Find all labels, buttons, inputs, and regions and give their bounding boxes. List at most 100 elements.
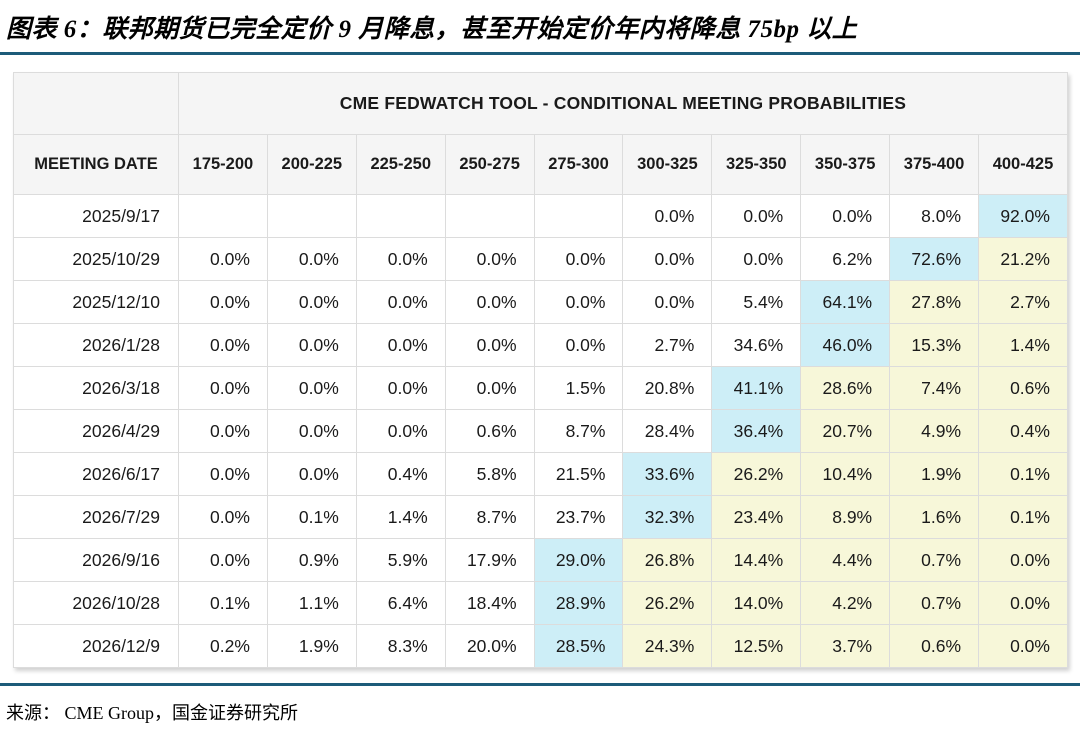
probability-cell: 4.2%: [800, 581, 891, 625]
probability-cell: 4.9%: [889, 409, 980, 453]
title-divider-rule: [0, 52, 1080, 55]
probability-cell: 0.0%: [711, 194, 802, 238]
meeting-date-cell: 2026/12/9: [13, 624, 179, 668]
probability-cell: 0.0%: [178, 237, 268, 281]
rate-range-column-header: 325-350: [711, 134, 802, 195]
probability-cell: 24.3%: [622, 624, 713, 668]
probability-cell: 8.7%: [533, 409, 624, 453]
fedwatch-table-container: CME FEDWATCH TOOL - CONDITIONAL MEETING …: [13, 72, 1068, 668]
probability-cell: 5.4%: [711, 280, 802, 324]
probability-cell: 0.0%: [711, 237, 802, 281]
probability-cell: 3.7%: [800, 624, 891, 668]
probability-cell: 26.2%: [711, 452, 802, 496]
probability-cell: 8.3%: [355, 624, 446, 668]
meeting-date-cell: 2026/1/28: [13, 323, 179, 367]
probability-cell: 64.1%: [800, 280, 891, 324]
probability-cell: 0.0%: [178, 280, 268, 324]
probability-cell: 10.4%: [800, 452, 891, 496]
probability-cell: 0.0%: [622, 194, 713, 238]
footer-divider-rule: [0, 683, 1080, 686]
probability-cell: 21.2%: [978, 237, 1068, 281]
table-head: CME FEDWATCH TOOL - CONDITIONAL MEETING …: [13, 72, 1068, 195]
table-column-header-row: MEETING DATE 175-200 200-225 225-250 250-27…: [13, 134, 1068, 195]
fedwatch-probability-table: CME FEDWATCH TOOL - CONDITIONAL MEETING …: [13, 72, 1068, 668]
rate-range-column-header: 375-400: [889, 134, 980, 195]
probability-cell: 0.0%: [266, 237, 357, 281]
probability-cell: 7.4%: [889, 366, 980, 410]
rate-range-column-header: 200-225: [266, 134, 357, 195]
rate-range-column-header: 275-300: [533, 134, 624, 195]
probability-cell: 1.4%: [355, 495, 446, 539]
table-main-header-row: CME FEDWATCH TOOL - CONDITIONAL MEETING …: [13, 72, 1068, 135]
probability-cell: 72.6%: [889, 237, 980, 281]
probability-cell: 0.1%: [978, 452, 1068, 496]
source-attribution: 来源： CME Group，国金证券研究所: [6, 703, 298, 723]
probability-cell: 0.6%: [889, 624, 980, 668]
probability-cell: 0.0%: [533, 237, 624, 281]
probability-cell: 28.4%: [622, 409, 713, 453]
probability-cell: 0.0%: [444, 323, 535, 367]
probability-cell: 20.8%: [622, 366, 713, 410]
probability-cell: 0.9%: [266, 538, 357, 582]
probability-cell: 2.7%: [622, 323, 713, 367]
rate-range-column-header: 300-325: [622, 134, 713, 195]
meeting-date-cell: 2025/10/29: [13, 237, 179, 281]
meeting-date-cell: 2025/9/17: [13, 194, 179, 238]
probability-cell: 41.1%: [711, 366, 802, 410]
probability-cell: 0.4%: [355, 452, 446, 496]
probability-cell: 0.1%: [266, 495, 357, 539]
probability-cell: 92.0%: [978, 194, 1068, 238]
probability-cell: 28.6%: [800, 366, 891, 410]
probability-cell: 0.7%: [889, 538, 980, 582]
probability-cell: 32.3%: [622, 495, 713, 539]
table-row: 2025/10/29 0.0% 0.0% 0.0% 0.0% 0.0% 0.0% 0.0% 6.…: [13, 237, 1068, 281]
probability-cell: 0.0%: [355, 237, 446, 281]
probability-cell: 0.0%: [444, 366, 535, 410]
probability-cell: 12.5%: [711, 624, 802, 668]
probability-cell: 0.0%: [178, 452, 268, 496]
probability-cell: 1.5%: [533, 366, 624, 410]
probability-cell: [444, 194, 535, 238]
probability-cell: 2.7%: [978, 280, 1068, 324]
probability-cell: 4.4%: [800, 538, 891, 582]
probability-cell: 0.0%: [978, 538, 1068, 582]
probability-cell: 6.4%: [355, 581, 446, 625]
probability-cell: 0.0%: [800, 194, 891, 238]
probability-cell: 28.9%: [533, 581, 624, 625]
probability-cell: 0.0%: [622, 237, 713, 281]
probability-cell: [355, 194, 446, 238]
table-row: 2026/3/18 0.0% 0.0% 0.0% 0.0% 1.5% 20.8% 41.1% 2…: [13, 366, 1068, 410]
probability-cell: 18.4%: [444, 581, 535, 625]
probability-cell: 36.4%: [711, 409, 802, 453]
rate-range-column-header: 175-200: [178, 134, 268, 195]
probability-cell: 0.0%: [266, 280, 357, 324]
probability-cell: 0.0%: [444, 237, 535, 281]
probability-cell: 0.1%: [978, 495, 1068, 539]
meeting-date-cell: 2026/9/16: [13, 538, 179, 582]
probability-cell: 0.0%: [978, 624, 1068, 668]
probability-cell: 5.9%: [355, 538, 446, 582]
probability-cell: 8.9%: [800, 495, 891, 539]
probability-cell: 1.9%: [889, 452, 980, 496]
probability-cell: 0.4%: [978, 409, 1068, 453]
probability-cell: 28.5%: [533, 624, 624, 668]
probability-cell: 0.0%: [533, 323, 624, 367]
probability-cell: 1.4%: [978, 323, 1068, 367]
probability-cell: 0.0%: [178, 538, 268, 582]
table-main-title: CME FEDWATCH TOOL - CONDITIONAL MEETING …: [178, 72, 1068, 135]
meeting-date-column-header: MEETING DATE: [13, 134, 179, 195]
probability-cell: 20.0%: [444, 624, 535, 668]
probability-cell: 0.1%: [178, 581, 268, 625]
meeting-date-cell: 2026/7/29: [13, 495, 179, 539]
meeting-date-cell: 2026/4/29: [13, 409, 179, 453]
probability-cell: 1.1%: [266, 581, 357, 625]
probability-cell: [266, 194, 357, 238]
probability-cell: 14.4%: [711, 538, 802, 582]
figure-title: 图表 6：联邦期货已完全定价 9 月降息，甚至开始定价年内将降息 75bp 以上: [6, 16, 858, 43]
probability-cell: 0.0%: [178, 323, 268, 367]
probability-cell: 0.0%: [355, 323, 446, 367]
probability-cell: 0.0%: [178, 495, 268, 539]
probability-cell: 0.0%: [178, 366, 268, 410]
table-row: 2026/10/28 0.1% 1.1% 6.4% 18.4% 28.9% 26.2% 14.…: [13, 581, 1068, 625]
probability-cell: 6.2%: [800, 237, 891, 281]
